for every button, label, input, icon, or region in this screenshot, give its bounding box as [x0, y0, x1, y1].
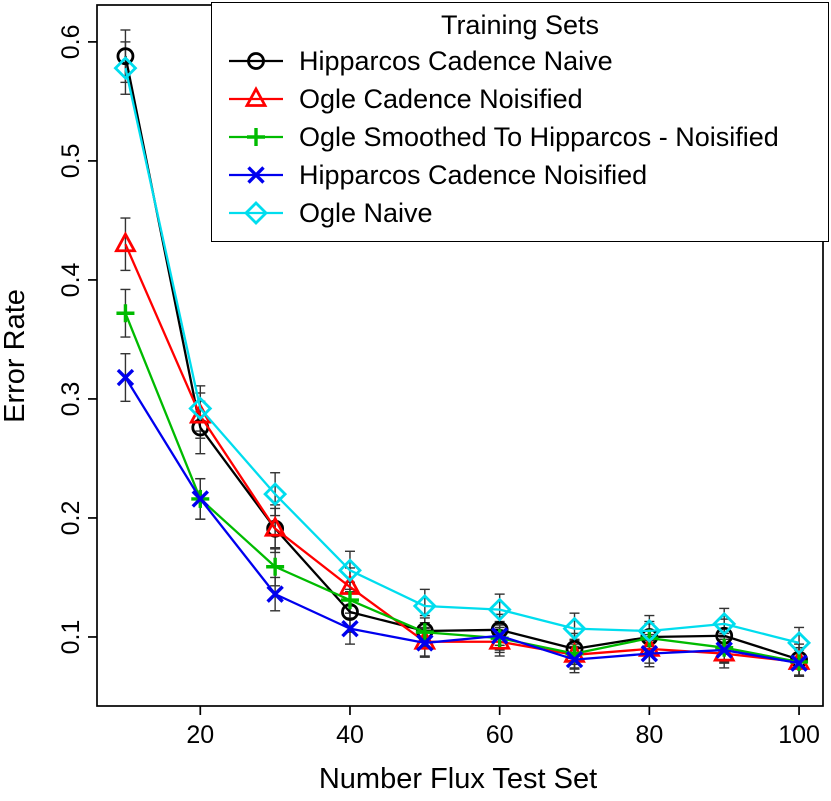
- series-4: [113, 56, 812, 655]
- x-tick-label: 60: [486, 721, 514, 749]
- plot-generated: 20 40 60 80 100 0.1 0.2 0.3 0.4 0.5 0.6: [57, 4, 824, 749]
- y-tick-label: 0.5: [57, 144, 85, 179]
- legend-item-3: Hipparcos Cadence Noisified: [212, 156, 828, 194]
- legend-item-label: Ogle Naive: [299, 197, 433, 228]
- legend-item-label: Ogle Smoothed To Hipparcos - Noisified: [299, 121, 779, 152]
- legend-title: Training Sets: [440, 10, 600, 40]
- y-axis-label: Error Rate: [0, 289, 31, 423]
- x-tick-label: 100: [778, 721, 820, 749]
- series-2: [116, 304, 809, 671]
- legend-item-label: Hipparcos Cadence Noisified: [299, 159, 648, 190]
- legend-item-label: Hipparcos Cadence Naive: [299, 45, 613, 76]
- legend-item-1: Ogle Cadence Noisified: [212, 80, 828, 118]
- triangle-marker-icon: [229, 86, 283, 107]
- y-tick-label: 0.3: [57, 382, 85, 417]
- legend: Training Sets Hipparcos Cadence Naive Ogl…: [211, 2, 829, 242]
- legend-item-4: Ogle Naive: [212, 194, 828, 232]
- y-tick-label: 0.1: [57, 620, 85, 655]
- x-axis: 20 40 60 80 100: [186, 706, 820, 749]
- diamond-marker-icon: [229, 201, 283, 225]
- x-axis-label: Number Flux Test Set: [319, 763, 597, 795]
- x-tick-label: 40: [336, 721, 364, 749]
- x-marker-icon: [229, 166, 283, 184]
- y-tick-label: 0.4: [57, 262, 85, 297]
- legend-item-2: Ogle Smoothed To Hipparcos - Noisified: [212, 118, 828, 156]
- series-3: [116, 368, 808, 672]
- x-tick-label: 80: [635, 721, 663, 749]
- y-tick-label: 0.6: [57, 25, 85, 60]
- x-tick-label: 20: [186, 721, 214, 749]
- series-1: [114, 231, 811, 670]
- legend-items: Hipparcos Cadence Naive Ogle Cadence Nois…: [212, 42, 828, 232]
- circle-marker-icon: [229, 52, 283, 70]
- legend-item-label: Ogle Cadence Noisified: [299, 83, 583, 114]
- plus-marker-icon: [229, 128, 283, 146]
- y-axis: 0.1 0.2 0.3 0.4 0.5 0.6: [57, 25, 97, 655]
- legend-item-0: Hipparcos Cadence Naive: [212, 42, 828, 80]
- y-tick-label: 0.2: [57, 501, 85, 536]
